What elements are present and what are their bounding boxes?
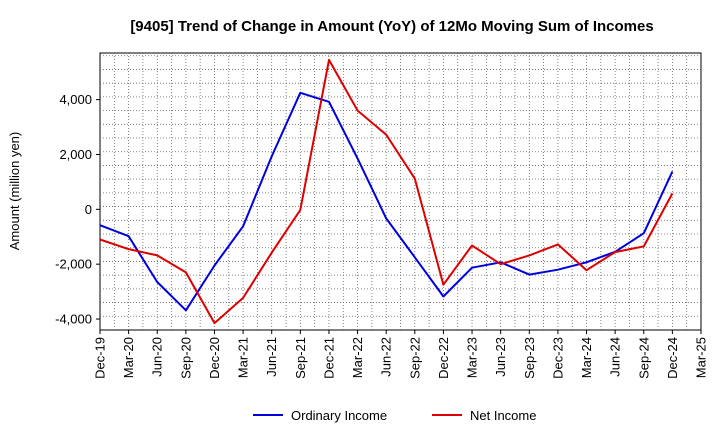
x-tick-label: Dec-22 bbox=[436, 337, 451, 379]
x-tick-label: Dec-24 bbox=[665, 337, 680, 379]
x-tick-label: Jun-24 bbox=[608, 337, 623, 377]
x-axis-ticks: Dec-19 Mar-20 Jun-20 Sep-20 Dec-20 Mar-21 Jun-… bbox=[93, 330, 709, 379]
x-tick-label: Mar-21 bbox=[236, 337, 251, 378]
x-tick-label: Mar-25 bbox=[694, 337, 709, 378]
x-tick-label: Mar-20 bbox=[121, 337, 136, 378]
x-tick-label: Sep-21 bbox=[293, 337, 308, 379]
y-tick-label: -2,000 bbox=[55, 257, 92, 272]
x-tick-label: Mar-23 bbox=[465, 337, 480, 378]
legend-label: Ordinary Income bbox=[291, 408, 387, 423]
series-line-ordinary-income bbox=[99, 91, 674, 312]
x-tick-label: Sep-23 bbox=[522, 337, 537, 379]
series-line-net-income bbox=[99, 58, 674, 325]
y-tick-label: -4,000 bbox=[55, 312, 92, 327]
legend-label: Net Income bbox=[470, 408, 536, 423]
x-tick-label: Sep-22 bbox=[407, 337, 422, 379]
y-axis-ticks: -4,000 -2,000 0 2,000 4,000 bbox=[55, 92, 100, 327]
x-tick-label: Mar-24 bbox=[579, 337, 594, 378]
legend: Ordinary Income Net Income bbox=[253, 408, 536, 423]
x-tick-label: Dec-23 bbox=[550, 337, 565, 379]
chart-title: [9405] Trend of Change in Amount (YoY) o… bbox=[130, 18, 653, 35]
x-tick-label: Dec-20 bbox=[207, 337, 222, 379]
x-tick-label: Jun-20 bbox=[150, 337, 165, 377]
gridlines bbox=[100, 53, 701, 330]
x-tick-label: Dec-21 bbox=[321, 337, 336, 379]
x-tick-label: Dec-19 bbox=[93, 337, 108, 379]
x-tick-label: Sep-24 bbox=[636, 337, 651, 379]
x-tick-label: Jun-21 bbox=[264, 337, 279, 377]
y-tick-label: 2,000 bbox=[59, 147, 92, 162]
y-axis-label: Amount (million yen) bbox=[7, 132, 22, 251]
x-tick-label: Mar-22 bbox=[350, 337, 365, 378]
x-tick-label: Sep-20 bbox=[178, 337, 193, 379]
x-tick-label: Jun-22 bbox=[379, 337, 394, 377]
series-lines bbox=[99, 58, 674, 325]
x-tick-label: Jun-23 bbox=[493, 337, 508, 377]
y-tick-label: 4,000 bbox=[59, 92, 92, 107]
y-tick-label: 0 bbox=[85, 202, 92, 217]
